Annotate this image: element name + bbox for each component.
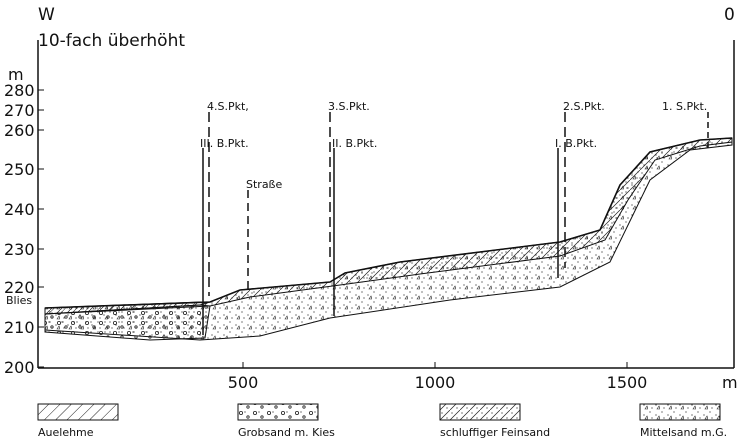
surface-line (44, 137, 733, 309)
y-tick-label: 280 (4, 81, 35, 100)
point-label: III. B.Pkt. (200, 137, 249, 150)
y-tick-label: 200 (4, 358, 35, 377)
y-tick-label: 230 (4, 240, 35, 259)
y-tick-label: 210 (4, 318, 35, 337)
y-tick-label: 220 (4, 278, 35, 297)
x-tick-label: 500 (228, 373, 259, 392)
point-label: 2.S.Pkt. (563, 100, 605, 113)
y-tick-label: 260 (4, 121, 35, 140)
y-tick-label: 250 (4, 160, 35, 179)
point-label: II. B.Pkt. (332, 137, 377, 150)
point-label: I. B.Pkt. (555, 137, 597, 150)
exaggeration-note: 10-fach überhöht (38, 31, 185, 51)
y-unit: m (8, 65, 24, 84)
legend-swatch (439, 403, 521, 421)
legend-label: Mittelsand m.G. (640, 426, 727, 439)
legend-swatch (237, 403, 319, 421)
y-tick-label: 270 (4, 101, 35, 120)
west-label: W (38, 5, 55, 25)
point-label: 4.S.Pkt, (207, 100, 249, 113)
point-label: 3.S.Pkt. (328, 100, 370, 113)
x-unit: m (722, 373, 738, 392)
legend-label: Auelehme (38, 426, 94, 439)
legend-label: Grobsand m. Kies (238, 426, 335, 439)
legend-swatch (37, 403, 119, 421)
east-label: 0 (724, 5, 735, 25)
legend-label: schluffiger Feinsand (440, 426, 550, 439)
x-tick-label: 1500 (607, 373, 648, 392)
x-tick-label: 1000 (415, 373, 456, 392)
point-label: 1. S.Pkt. (662, 100, 707, 113)
y-tick-label: 240 (4, 200, 35, 219)
river-label: Blies (6, 294, 32, 307)
point-label: Straße (246, 178, 282, 191)
legend-swatch (639, 403, 721, 421)
